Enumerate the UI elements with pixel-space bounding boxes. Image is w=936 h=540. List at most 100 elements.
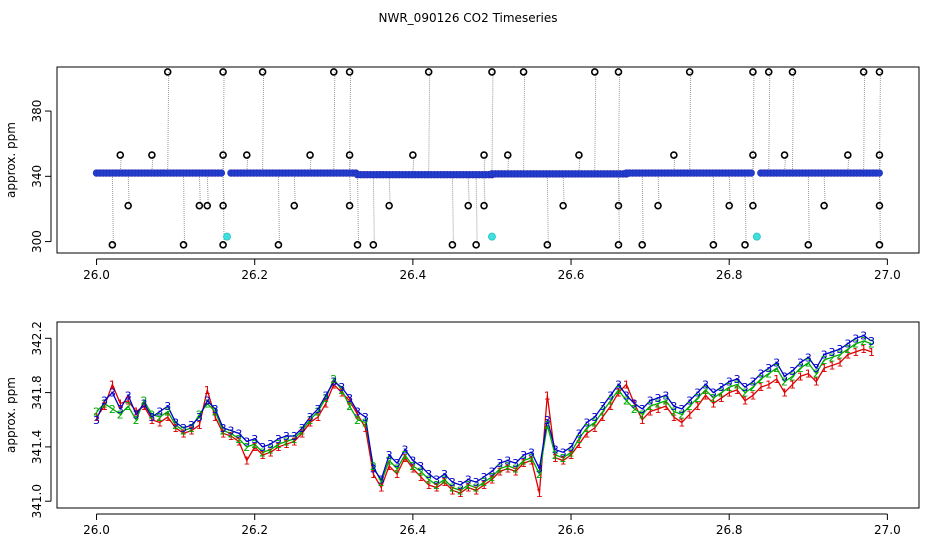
outlier-point: [875, 201, 884, 210]
series-point-label: 3: [860, 330, 867, 343]
series-point-label: 2: [386, 454, 393, 467]
series-point-label: 2: [678, 408, 685, 421]
series-point-label: 1: [860, 343, 867, 356]
series-point-label: 2: [346, 400, 353, 413]
series-point-label: 1: [322, 397, 329, 410]
series-point-label: 3: [607, 389, 614, 402]
series-point-label: 2: [93, 406, 100, 419]
series-point-label: 1: [133, 406, 140, 419]
series-point-label: 1: [504, 463, 511, 476]
series-point-label: 2: [552, 449, 559, 462]
series-point-label: 2: [655, 397, 662, 410]
series-point-label: 3: [512, 457, 519, 470]
top-y-axis: 300 340 380: [30, 100, 52, 253]
series-point-label: 1: [125, 395, 132, 408]
chart-title: NWR_090126 CO2 Timeseries: [379, 11, 558, 25]
series-point-label: 1: [188, 425, 195, 438]
series-point-label: 3: [615, 378, 622, 391]
series-point-label: 3: [544, 414, 551, 427]
outlier-point: [749, 68, 757, 76]
series-point-label: 1: [575, 438, 582, 451]
outlier-point: [575, 151, 583, 159]
series-point-label: 3: [829, 346, 836, 359]
series-point-label: 3: [757, 368, 764, 381]
outlier-connector: [372, 174, 375, 245]
series-point-label: 2: [694, 392, 701, 405]
bottom-x-tick-label: 27.0: [874, 523, 901, 537]
series-point-label: 1: [583, 427, 590, 440]
series-point-label: 2: [742, 387, 749, 400]
outlier-connector: [467, 174, 470, 206]
series-point-label: 1: [417, 471, 424, 484]
series-point-label: 3: [101, 395, 108, 408]
series-point-label: 1: [591, 422, 598, 435]
bottom-series-lines: [95, 334, 872, 494]
outlier-connector: [878, 71, 881, 174]
top-connector-lines: [111, 71, 881, 245]
series-point-label: 1: [394, 468, 401, 481]
series-point-label: 1: [409, 463, 416, 476]
series-point-label: 1: [694, 400, 701, 413]
top-x-tick-label: 26.0: [83, 268, 110, 282]
series-point-label: 1: [140, 400, 147, 413]
series-point-label: 2: [283, 435, 290, 448]
outlier-connector: [562, 173, 565, 206]
outlier-point: [559, 201, 567, 210]
series-point-label: 2: [781, 376, 788, 389]
series-point-label: 1: [370, 468, 377, 481]
outlier-point: [306, 151, 314, 159]
series-point-label: 1: [235, 435, 242, 448]
outlier-point: [448, 241, 457, 249]
outlier-point: [108, 241, 117, 249]
series-point-label: 1: [362, 422, 369, 435]
top-x-tick-label: 26.4: [400, 268, 427, 282]
series-point-label: 2: [639, 408, 646, 421]
bottom-x-tick-label: 26.2: [241, 523, 268, 537]
series-point-label: 2: [702, 384, 709, 397]
series-point-label: 3: [204, 395, 211, 408]
series-point-label: 2: [726, 381, 733, 394]
series-point-label: 3: [481, 471, 488, 484]
series-point-label: 3: [473, 476, 480, 489]
series-point-label: 2: [575, 433, 582, 446]
bottom-x-tick-label: 26.4: [400, 523, 427, 537]
series-point-label: 1: [623, 378, 630, 391]
outlier-point: [488, 68, 496, 76]
series-point-label: 3: [401, 444, 408, 457]
outlier-point: [369, 241, 378, 249]
outlier-connector: [744, 173, 747, 245]
series-point-label: 1: [314, 411, 321, 424]
highlight-point: [752, 232, 761, 241]
series-point-label: 3: [243, 435, 250, 448]
series-point-label: 1: [678, 416, 685, 429]
series-point-label: 1: [615, 387, 622, 400]
series-point-label: 1: [710, 397, 717, 410]
outlier-connector: [451, 174, 454, 245]
series-point-label: 1: [267, 446, 274, 459]
top-x-tick-label: 26.8: [716, 268, 743, 282]
series-point-label: 2: [338, 384, 345, 397]
series-point-label: 2: [156, 411, 163, 424]
outlier-connector: [657, 173, 660, 206]
series-point-label: 1: [829, 359, 836, 372]
outlier-point: [654, 201, 662, 210]
outlier-point: [195, 201, 204, 210]
series-point-label: 3: [583, 416, 590, 429]
series-point-label: 2: [259, 446, 266, 459]
series-point-label: 3: [805, 351, 812, 364]
series-point-label: 3: [765, 362, 772, 375]
series-point-label: 2: [433, 479, 440, 492]
series-point-label: 1: [686, 408, 693, 421]
outlier-connector: [293, 173, 296, 206]
outlier-point: [116, 151, 125, 159]
series-point-label: 3: [678, 403, 685, 416]
series-point-label: 1: [536, 487, 543, 500]
outlier-point: [179, 241, 188, 249]
series-point-label: 2: [496, 463, 503, 476]
series-point-label: 3: [797, 357, 804, 370]
series-point-label: 1: [259, 449, 266, 462]
outlier-point: [480, 151, 488, 159]
series-point-label: 3: [457, 479, 464, 492]
